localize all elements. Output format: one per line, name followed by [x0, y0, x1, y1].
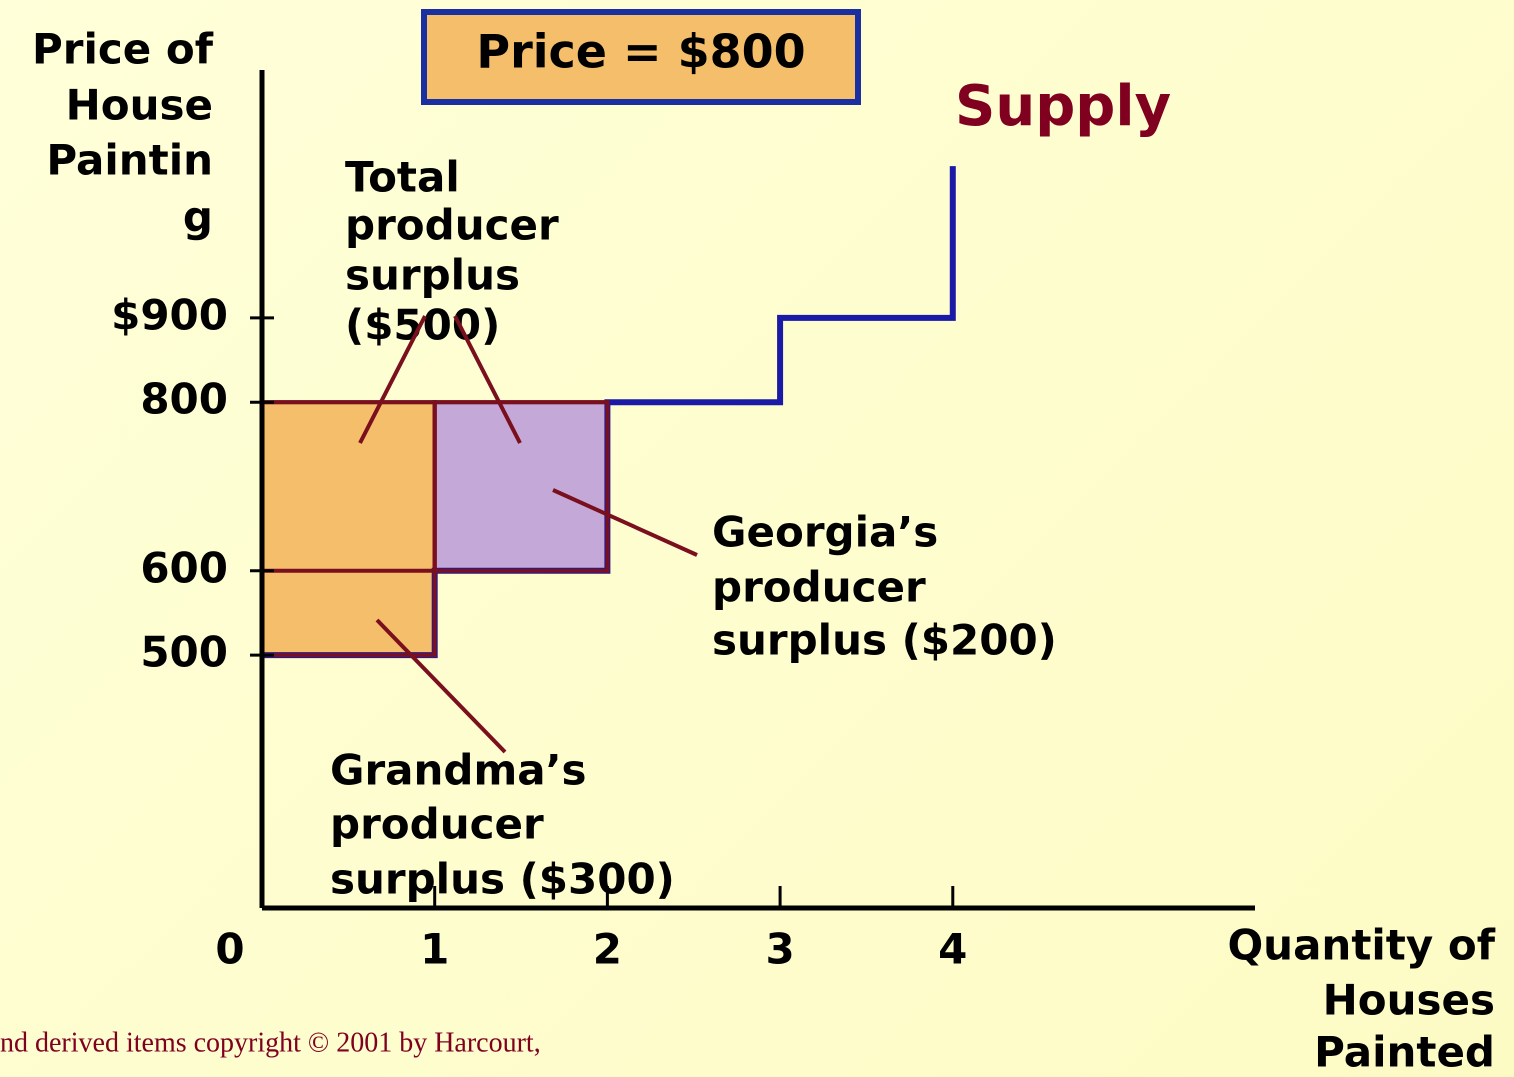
- y-axis-label: Paintin: [46, 136, 213, 185]
- annotation: producer: [345, 201, 559, 250]
- y-tick-label: 600: [140, 543, 228, 592]
- y-axis-label: g: [183, 193, 213, 242]
- leader-line: [358, 315, 427, 444]
- leader-line: [375, 618, 507, 754]
- surplus-area: [260, 400, 437, 658]
- annotation: producer: [712, 563, 926, 612]
- surplus-outline: [432, 400, 610, 573]
- annotations: Total producer surplus ($500) Georgia’s …: [330, 153, 1057, 904]
- title-box: Price = $800: [421, 9, 861, 105]
- y-tick-label: 500: [140, 628, 228, 677]
- x-axis-label: Houses: [1323, 976, 1495, 1025]
- annotation: Georgia’s: [712, 508, 938, 557]
- x-tick-label: 3: [765, 925, 794, 974]
- x-tick-label: 1: [420, 925, 449, 974]
- leader-line: [453, 315, 522, 444]
- footer: nd derived items copyright © 2001 by Har…: [0, 1027, 541, 1058]
- y-axis-label: Price of: [32, 25, 214, 74]
- y-tick-label: $900: [111, 290, 228, 339]
- surplus-area: [432, 400, 610, 573]
- supply-label: Supply: [955, 74, 1171, 139]
- annotation: surplus: [345, 251, 520, 300]
- annotation: ($500): [345, 301, 500, 350]
- y-axis-label: House: [66, 81, 213, 130]
- annotation: surplus ($200): [712, 616, 1057, 665]
- x-tick-label: 4: [938, 925, 967, 974]
- x-tick-label: 2: [593, 925, 622, 974]
- x-tick-label: 0: [215, 925, 244, 974]
- leader-line: [552, 488, 698, 557]
- annotation: producer: [330, 800, 544, 849]
- x-axis-label: Painted: [1314, 1028, 1495, 1077]
- y-tick-label: 800: [140, 375, 228, 424]
- chart-title: Price = $800: [476, 25, 805, 79]
- title-box-frame: [421, 9, 861, 105]
- x-axis-label: Quantity of: [1227, 921, 1495, 970]
- plot: $900 800 600 500 0 1 2 3 4: [111, 70, 1255, 974]
- annotation: Total: [345, 153, 460, 202]
- annotation: Grandma’s: [330, 746, 587, 795]
- annotation: surplus ($300): [330, 855, 675, 904]
- leader-lines: [358, 315, 698, 754]
